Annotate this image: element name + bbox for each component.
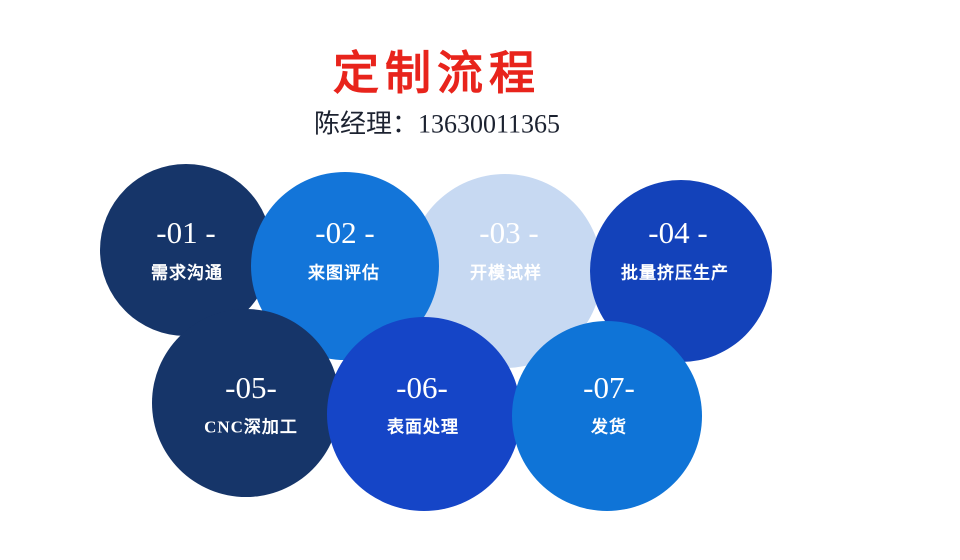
step-label-2: 来图评估	[308, 263, 380, 283]
step-label-3: 开模试样	[470, 263, 542, 283]
step-circle-5	[152, 309, 340, 497]
step-circle-1	[100, 164, 272, 336]
step-label-5: CNC深加工	[204, 417, 298, 437]
step-number-2: -02 -	[315, 215, 375, 250]
step-label-6: 表面处理	[387, 417, 459, 437]
step-number-5: -05-	[225, 370, 277, 405]
step-number-1: -01 -	[156, 215, 216, 250]
step-number-4: -04 -	[648, 215, 708, 250]
step-label-1: 需求沟通	[151, 263, 223, 283]
step-circle-7	[512, 321, 702, 511]
step-number-7: -07-	[583, 370, 635, 405]
step-label-4: 批量挤压生产	[621, 263, 729, 283]
step-label-7: 发货	[591, 417, 627, 437]
contact-info: 陈经理：13630011365	[313, 109, 561, 139]
step-number-6: -06-	[396, 370, 448, 405]
step-circle-6	[327, 317, 521, 511]
step-number-3: -03 -	[479, 215, 539, 250]
page-title: 定制流程	[333, 48, 541, 99]
